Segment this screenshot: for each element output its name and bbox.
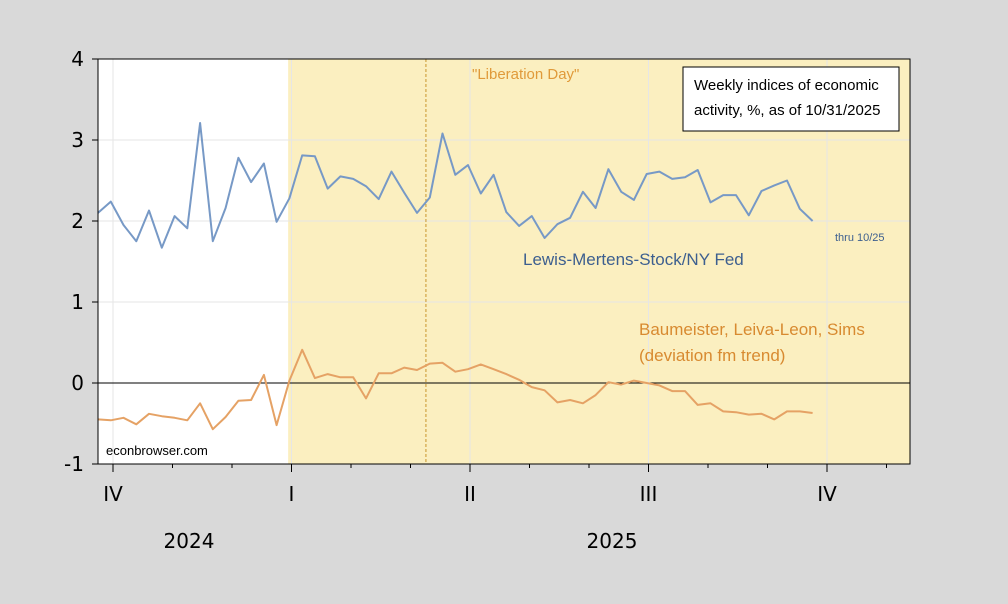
y-tick-label: 3 xyxy=(71,128,84,152)
liberation-day-label: "Liberation Day" xyxy=(472,66,579,83)
grid-lines xyxy=(98,59,910,464)
watermark: econbrowser.com xyxy=(106,443,208,458)
series-layer xyxy=(97,122,814,431)
year-label: 2024 xyxy=(164,529,215,553)
series-label-bls-line1: Baumeister, Leiva-Leon, Sims xyxy=(639,320,865,339)
y-tick-label: 2 xyxy=(71,209,84,233)
series-label-bls-line2: (deviation fm trend) xyxy=(639,346,785,365)
series-line-1 xyxy=(97,348,813,431)
x-tick-label: II xyxy=(464,482,476,506)
y-tick-label: 4 xyxy=(71,47,84,71)
y-tick-label: 1 xyxy=(71,290,84,314)
series-line-0 xyxy=(97,122,814,249)
x-tick-label: III xyxy=(640,482,658,506)
y-axis: 4 3 2 1 0 -1 xyxy=(64,47,98,476)
legend-box xyxy=(682,66,900,132)
x-tick-label: I xyxy=(289,482,295,506)
plot-frame xyxy=(97,58,911,465)
y-tick-label: 0 xyxy=(71,371,84,395)
x-tick-label: IV xyxy=(817,482,837,506)
legend-box-line2: activity, %, as of 10/31/2025 xyxy=(694,102,881,119)
year-label: 2025 xyxy=(587,529,638,553)
y-tick-label: -1 xyxy=(64,452,84,476)
legend-box-line1: Weekly indices of economic xyxy=(694,77,879,94)
series-label-lms: Lewis-Mertens-Stock/NY Fed xyxy=(523,250,744,269)
x-tick-label: IV xyxy=(103,482,123,506)
series-end-note: thru 10/25 xyxy=(835,232,885,244)
